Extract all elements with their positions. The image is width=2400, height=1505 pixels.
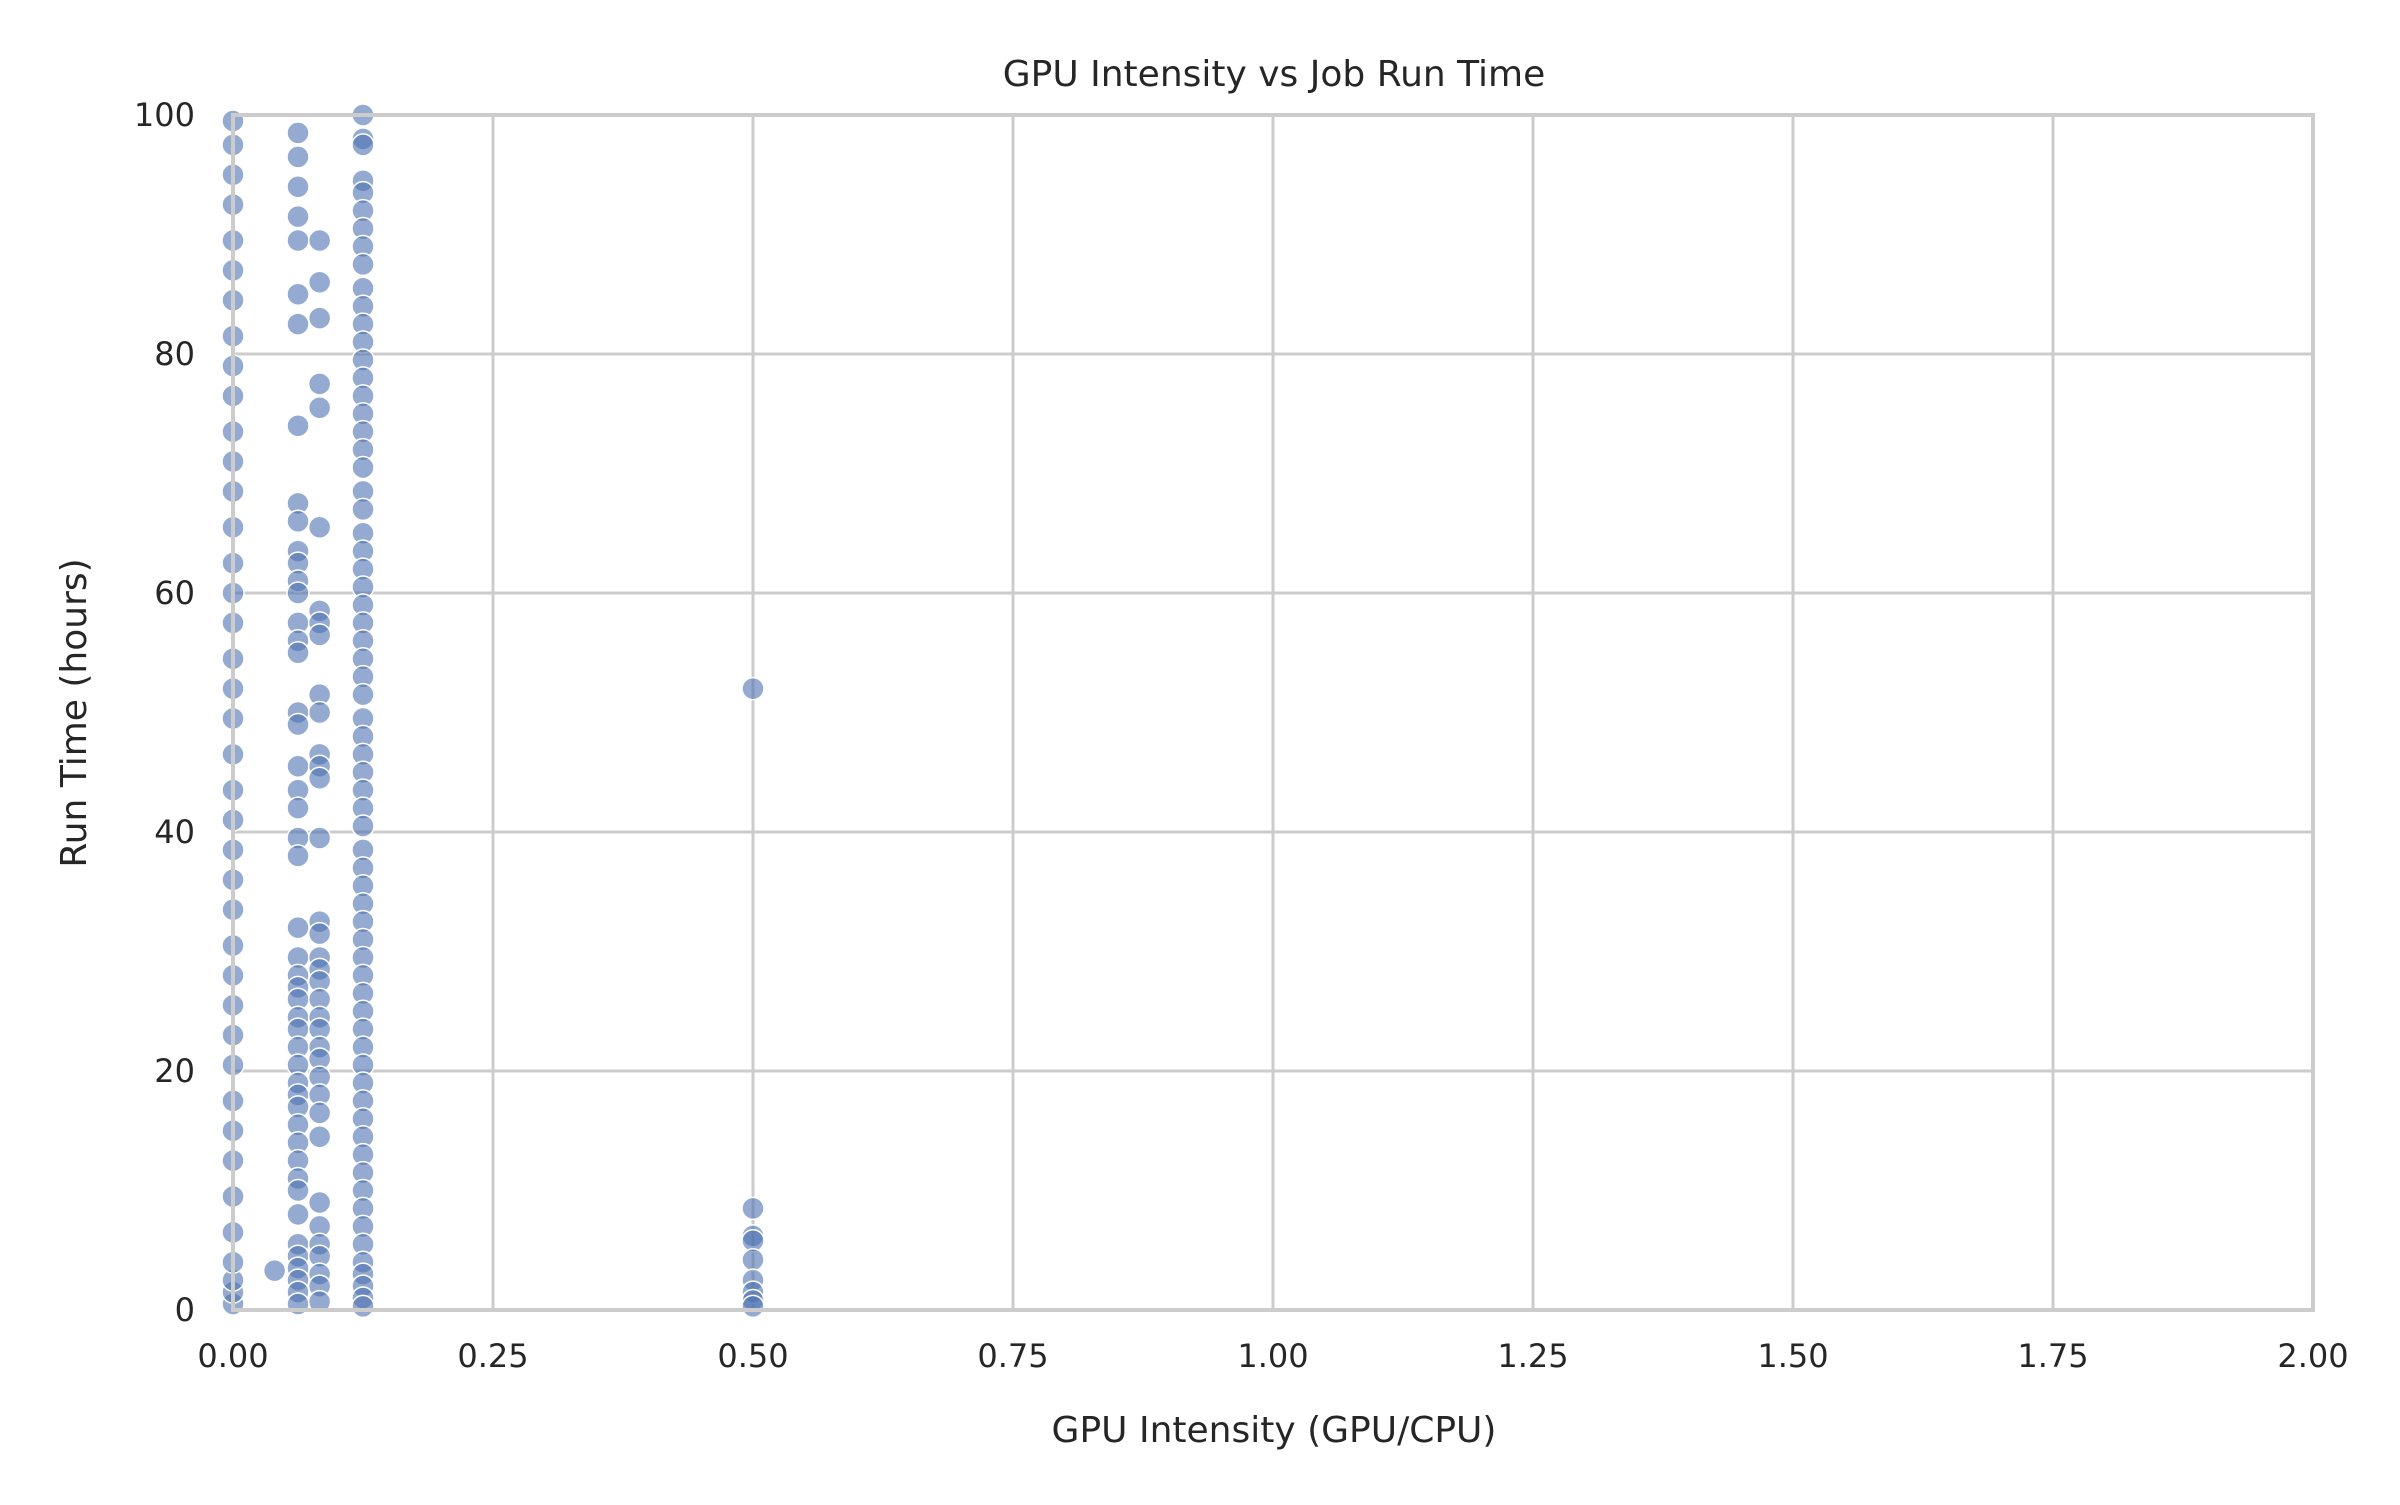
- scatter-point: [307, 623, 332, 647]
- scatter-point: [286, 915, 310, 940]
- x-tick-label: 0.75: [977, 1337, 1048, 1375]
- scatter-point: [351, 1294, 375, 1319]
- scatter-point: [307, 396, 332, 420]
- scatter-point: [307, 1101, 332, 1125]
- x-tick-label: 1.75: [2017, 1337, 2088, 1375]
- y-tick-label: 60: [154, 574, 195, 612]
- scatter-point: [307, 921, 332, 946]
- scatter-point: [286, 228, 310, 253]
- scatter-point: [741, 1248, 765, 1272]
- scatter-point: [351, 682, 375, 707]
- x-tick-label: 1.00: [1237, 1337, 1308, 1375]
- scatter-point: [741, 1196, 765, 1221]
- scatter-point: [307, 306, 332, 330]
- y-tick-label: 80: [154, 335, 195, 373]
- x-axis-label: GPU Intensity (GPU/CPU): [1052, 1410, 1497, 1451]
- scatter-point: [286, 1202, 310, 1227]
- scatter-point: [307, 270, 332, 295]
- scatter-point: [262, 1258, 287, 1283]
- chart-title: GPU Intensity vs Job Run Time: [1003, 54, 1546, 95]
- scatter-point: [307, 1190, 332, 1215]
- scatter-point: [351, 252, 375, 277]
- scatter-point: [307, 1289, 332, 1314]
- scatter-point: [741, 676, 765, 701]
- scatter-point: [351, 133, 375, 157]
- scatter-point: [307, 700, 332, 725]
- scatter-point: [351, 814, 375, 838]
- scatter-point: [307, 228, 332, 253]
- plot-area-frame: [231, 113, 2315, 1312]
- scatter-point: [286, 204, 310, 229]
- x-tick-label: 1.50: [1757, 1337, 1828, 1375]
- y-tick-label: 0: [175, 1291, 195, 1329]
- scatter-point: [307, 1124, 332, 1149]
- scatter-point: [307, 515, 332, 540]
- y-tick-label: 20: [154, 1052, 195, 1090]
- scatter-point: [286, 509, 310, 534]
- scatter-point: [351, 455, 375, 480]
- y-tick-label: 100: [134, 96, 195, 134]
- scatter-point: [286, 581, 310, 605]
- y-axis-label: Run Time (hours): [54, 558, 95, 867]
- scatter-point: [286, 145, 310, 169]
- x-tick-label: 1.25: [1497, 1337, 1568, 1375]
- scatter-point: [286, 1178, 310, 1203]
- scatter-point: [307, 372, 332, 396]
- scatter-point: [307, 766, 332, 790]
- scatter-point: [286, 312, 310, 336]
- y-tick-labels: 0 20 40 60 80 100: [134, 96, 195, 1329]
- scatter-point: [741, 1294, 765, 1319]
- scatter-point: [286, 754, 310, 779]
- x-tick-label: 0.25: [457, 1337, 528, 1375]
- scatter-point: [286, 282, 310, 306]
- scatter-point: [351, 497, 375, 522]
- scatter-point: [286, 413, 310, 438]
- y-tick-label: 40: [154, 813, 195, 851]
- x-tick-label: 0.00: [197, 1337, 268, 1375]
- scatter-point: [286, 121, 310, 145]
- scatter-point: [286, 844, 310, 868]
- scatter-point: [307, 826, 332, 850]
- x-tick-label: 2.00: [2277, 1337, 2348, 1375]
- scatter-point: [286, 796, 310, 820]
- x-tick-label: 0.50: [717, 1337, 788, 1375]
- scatter-point: [286, 174, 310, 199]
- scatter-point: [286, 712, 310, 737]
- x-tick-labels: 0.00 0.25 0.50 0.75 1.00 1.25 1.50 1.75 2.00: [197, 1337, 2348, 1375]
- scatter-point: [286, 641, 310, 665]
